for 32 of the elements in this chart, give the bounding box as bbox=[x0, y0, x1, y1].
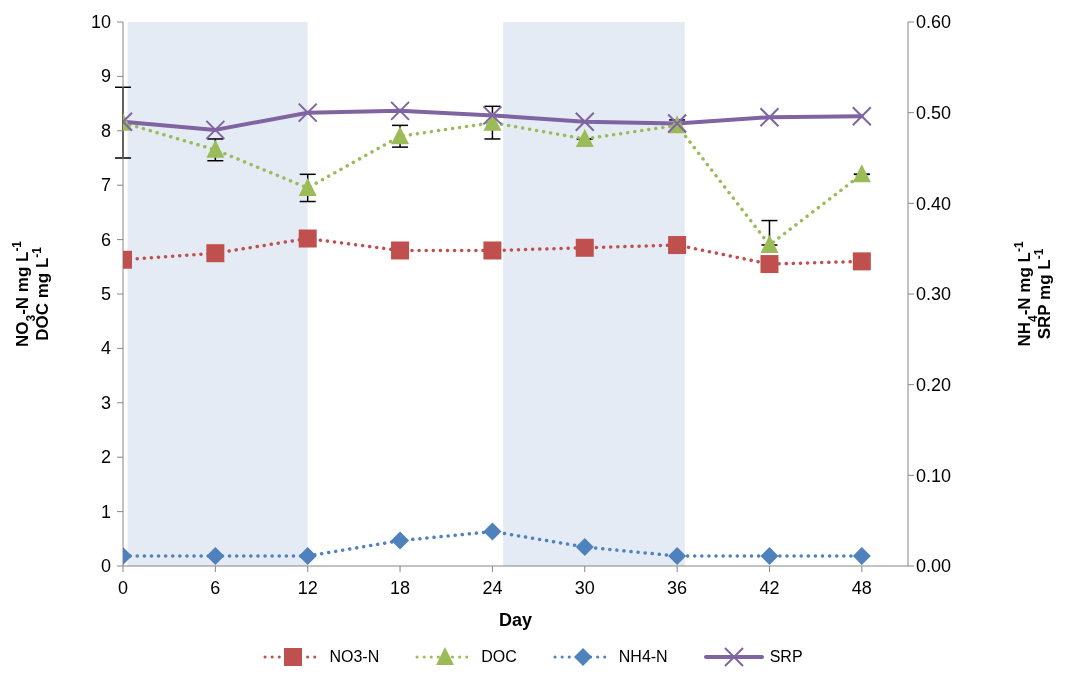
y2-tick-label: 0.60 bbox=[916, 12, 952, 33]
y-tick-label: 2 bbox=[100, 447, 111, 468]
y-tick-label: 9 bbox=[100, 66, 111, 87]
legend-label: NO3-N bbox=[329, 648, 380, 666]
legend-label: DOC bbox=[481, 648, 517, 666]
y-tick-label: 8 bbox=[100, 120, 111, 141]
x-tick-label: 42 bbox=[759, 578, 780, 598]
legend-label: NH4-N bbox=[618, 648, 668, 666]
x-tick-label: 30 bbox=[574, 578, 595, 598]
y-tick-label: 6 bbox=[100, 229, 111, 250]
y-tick-label: 7 bbox=[100, 175, 111, 196]
x-tick-label: 48 bbox=[851, 578, 872, 598]
y2-tick-label: 0.40 bbox=[916, 193, 952, 214]
y2-tick-label: 0.10 bbox=[916, 465, 952, 486]
y2-tick-label: 0.50 bbox=[916, 103, 952, 124]
x-axis-title: Day bbox=[498, 610, 533, 630]
y-tick-label: 5 bbox=[100, 284, 111, 304]
legend-label: SRP bbox=[769, 648, 803, 666]
x-tick-label: 24 bbox=[482, 578, 503, 598]
y2-tick-label: 0.30 bbox=[916, 284, 952, 305]
x-tick-label: 0 bbox=[117, 578, 129, 598]
y-tick-label: 10 bbox=[90, 12, 111, 32]
y2-tick-label: 0.20 bbox=[916, 375, 952, 396]
y-tick-label: 0 bbox=[100, 556, 111, 576]
y-tick-label: 3 bbox=[100, 392, 111, 413]
x-tick-label: 36 bbox=[667, 578, 688, 598]
x-tick-label: 6 bbox=[210, 578, 221, 598]
y-tick-label: 4 bbox=[100, 338, 111, 359]
x-tick-label: 12 bbox=[297, 578, 318, 598]
y-tick-label: 1 bbox=[100, 501, 111, 522]
x-tick-label: 18 bbox=[390, 578, 411, 598]
y2-tick-label: 0.00 bbox=[916, 556, 952, 577]
